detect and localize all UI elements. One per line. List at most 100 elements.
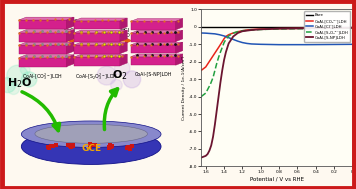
- CoAl-[CO₃²⁻]LDH: [226, 34, 231, 36]
- Bare: [199, 26, 203, 29]
- Polygon shape: [67, 17, 74, 29]
- CoAl-[S₂O₃²⁻]LDH: [215, 62, 219, 65]
- CoAl-[Cl⁻]LDH: [218, 34, 222, 36]
- Text: O$_2$: O$_2$: [112, 69, 128, 83]
- Line: CoAl-[S₂O₃²⁻]LDH: CoAl-[S₂O₃²⁻]LDH: [201, 28, 352, 97]
- CoAl-[Cl⁻]LDH: [226, 36, 231, 39]
- Polygon shape: [74, 57, 120, 66]
- CoAl-[Cl⁻]LDH: [231, 38, 235, 41]
- Polygon shape: [120, 18, 127, 29]
- Bare: [240, 26, 245, 29]
- CoAl-[Cl⁻]LDH: [204, 32, 208, 34]
- Polygon shape: [19, 33, 67, 42]
- Ellipse shape: [21, 121, 161, 147]
- Bare: [350, 26, 355, 29]
- CoAl-[CO₃²⁻]LDH: [350, 27, 355, 29]
- CoAl-[CO₃²⁻]LDH: [240, 30, 245, 32]
- Polygon shape: [176, 42, 183, 53]
- CoAl-[Cl⁻]LDH: [245, 42, 249, 45]
- Circle shape: [97, 66, 116, 85]
- Ellipse shape: [21, 129, 161, 164]
- Y-axis label: Current Density / 1e-1(A/cm²): Current Density / 1e-1(A/cm²): [182, 56, 186, 120]
- CoAl-[S₂O₃²⁻]LDH: [213, 69, 217, 72]
- CoAl-[S₂O₃²⁻]LDH: [211, 76, 215, 79]
- Circle shape: [8, 83, 19, 94]
- CoAl-[CO₃²⁻]LDH: [204, 66, 208, 68]
- CoAl-[S-NP]LDH: [209, 144, 213, 146]
- CoAl-[S-NP]LDH: [216, 95, 221, 98]
- Polygon shape: [74, 21, 120, 29]
- CoAl-[CO₃²⁻]LDH: [220, 41, 224, 43]
- Polygon shape: [19, 55, 74, 58]
- CoAl-[CO₃²⁻]LDH: [258, 28, 263, 30]
- X-axis label: Potential / V vs RHE: Potential / V vs RHE: [250, 177, 304, 182]
- CoAl-[CO₃²⁻]LDH: [236, 31, 240, 33]
- CoAl-[S-NP]LDH: [224, 51, 228, 53]
- CoAl-[S-NP]LDH: [199, 156, 203, 159]
- CoAl-[CO₃²⁻]LDH: [304, 27, 309, 29]
- Polygon shape: [74, 42, 127, 45]
- CoAl-[S₂O₃²⁻]LDH: [250, 29, 254, 31]
- CoAl-[CO₃²⁻]LDH: [208, 59, 213, 61]
- Polygon shape: [67, 42, 74, 54]
- CoAl-[S₂O₃²⁻]LDH: [258, 28, 263, 31]
- Polygon shape: [19, 42, 74, 45]
- Text: HCl: HCl: [66, 35, 74, 40]
- Circle shape: [115, 60, 130, 76]
- CoAl-[S-NP]LDH: [258, 28, 263, 30]
- CoAl-[S-NP]LDH: [205, 153, 210, 155]
- Text: GCE: GCE: [81, 144, 101, 153]
- Polygon shape: [176, 54, 183, 65]
- Text: CoAl-[S-NP]LDH: CoAl-[S-NP]LDH: [135, 71, 172, 76]
- Circle shape: [7, 65, 28, 86]
- Polygon shape: [131, 42, 183, 45]
- CoAl-[S-NP]LDH: [222, 59, 226, 61]
- CoAl-[CO₃²⁻]LDH: [245, 29, 249, 31]
- Polygon shape: [131, 19, 183, 21]
- Polygon shape: [74, 18, 127, 21]
- CoAl-[Cl⁻]LDH: [304, 43, 309, 46]
- Polygon shape: [176, 19, 183, 30]
- Text: CoAl-[S$_2$O$_3^{2-}$]LDH: CoAl-[S$_2$O$_3^{2-}$]LDH: [75, 71, 119, 82]
- CoAl-[CO₃²⁻]LDH: [224, 35, 228, 38]
- CoAl-[S₂O₃²⁻]LDH: [208, 83, 213, 86]
- CoAl-[Cl⁻]LDH: [277, 43, 281, 46]
- CoAl-[Cl⁻]LDH: [213, 33, 217, 35]
- Bare: [250, 26, 254, 29]
- Polygon shape: [176, 30, 183, 42]
- CoAl-[CO₃²⁻]LDH: [199, 69, 203, 72]
- Polygon shape: [19, 20, 67, 29]
- CoAl-[CO₃²⁻]LDH: [213, 52, 217, 54]
- CoAl-[S-NP]LDH: [215, 109, 219, 112]
- CoAl-[S-NP]LDH: [240, 30, 245, 32]
- CoAl-[Cl⁻]LDH: [199, 32, 203, 34]
- Ellipse shape: [35, 124, 147, 143]
- CoAl-[S₂O₃²⁻]LDH: [304, 27, 309, 30]
- CoAl-[CO₃²⁻]LDH: [231, 32, 235, 34]
- CoAl-[S₂O₃²⁻]LDH: [204, 92, 208, 94]
- CoAl-[CO₃²⁻]LDH: [218, 45, 222, 47]
- CoAl-[S-NP]LDH: [218, 81, 222, 84]
- CoAl-[S₂O₃²⁻]LDH: [222, 41, 226, 44]
- Polygon shape: [74, 45, 120, 54]
- Circle shape: [21, 72, 37, 87]
- CoAl-[S-NP]LDH: [231, 35, 235, 38]
- CoAl-[S-NP]LDH: [226, 42, 231, 45]
- CoAl-[CO₃²⁻]LDH: [250, 28, 254, 31]
- CoAl-[Cl⁻]LDH: [208, 32, 213, 35]
- CoAl-[S₂O₃²⁻]LDH: [199, 95, 203, 98]
- Circle shape: [20, 65, 30, 75]
- CoAl-[Cl⁻]LDH: [258, 43, 263, 45]
- Polygon shape: [131, 57, 176, 65]
- Polygon shape: [19, 45, 67, 54]
- Line: CoAl-[CO₃²⁻]LDH: CoAl-[CO₃²⁻]LDH: [201, 28, 352, 70]
- CoAl-[S-NP]LDH: [213, 123, 217, 126]
- CoAl-[S₂O₃²⁻]LDH: [231, 32, 235, 34]
- Line: CoAl-[S-NP]LDH: CoAl-[S-NP]LDH: [201, 28, 352, 158]
- Text: H$_2$O: H$_2$O: [7, 76, 32, 90]
- Circle shape: [111, 79, 122, 91]
- Bare: [213, 26, 217, 29]
- CoAl-[S₂O₃²⁻]LDH: [224, 38, 228, 41]
- Polygon shape: [120, 42, 127, 54]
- Circle shape: [123, 71, 141, 88]
